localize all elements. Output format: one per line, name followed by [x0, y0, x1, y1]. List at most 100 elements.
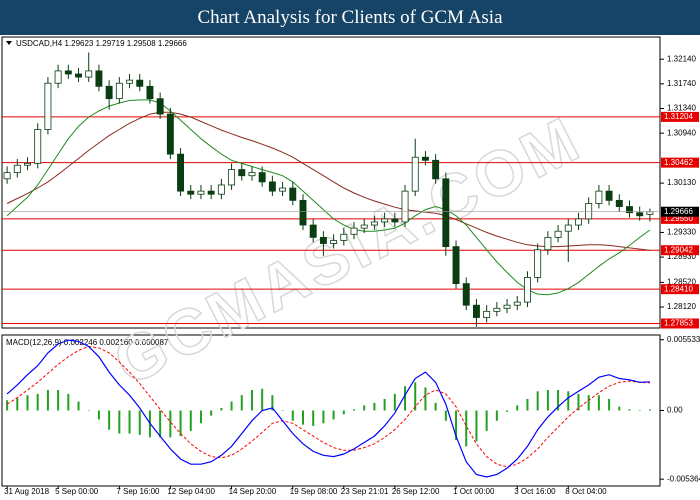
candle-body: [177, 153, 185, 192]
fast-ma-line: [6, 99, 651, 296]
histogram-bar: [618, 406, 621, 411]
candle-body: [207, 190, 215, 195]
candle-body: [268, 181, 276, 192]
histogram-bar: [434, 402, 437, 411]
candle-body: [238, 169, 246, 177]
histogram-bar: [506, 410, 509, 412]
histogram-bar: [16, 397, 19, 411]
histogram-bar: [118, 410, 121, 434]
y-tick-label: 1.30130: [667, 178, 696, 187]
candle-body: [391, 218, 399, 223]
histogram-bar: [230, 401, 233, 411]
x-tick-label: 23 Sep 21:01: [341, 487, 389, 496]
y-tick-label: 0.00: [667, 406, 683, 415]
histogram-bar: [312, 410, 315, 426]
candle-body: [136, 79, 144, 87]
x-tick-label: 31 Aug 2018: [4, 487, 49, 496]
candle-body: [564, 224, 572, 232]
histogram-bar: [567, 391, 570, 411]
candle-body: [493, 307, 501, 312]
title-bar: Chart Analysis for Clients of GCM Asia: [0, 0, 700, 35]
candle-body: [432, 159, 440, 180]
candle-body: [126, 79, 134, 84]
y-tick-label: 1.29330: [667, 228, 696, 237]
histogram-bar: [220, 407, 223, 411]
y-tick-label: 1.28930: [667, 252, 696, 261]
level-label: 1.30462: [664, 158, 693, 167]
histogram-bar: [363, 405, 366, 411]
level-label: 1.31204: [664, 112, 693, 121]
candle-body: [105, 85, 113, 100]
histogram-bar: [536, 391, 539, 411]
macd-info: MACD(12,26,9) 0.002246 0.002160 0.000087: [6, 338, 169, 347]
x-tick-label: 8 Oct 04:00: [565, 487, 607, 496]
histogram-bar: [587, 395, 590, 411]
histogram-bar: [485, 410, 488, 431]
level-label: 1.29042: [664, 245, 693, 254]
y-tick-label: 0.005533: [667, 335, 700, 344]
x-tick-label: 1 Oct 00:00: [453, 487, 495, 496]
candle-body: [381, 218, 389, 223]
candle-body: [554, 230, 562, 238]
histogram-bar: [444, 410, 447, 421]
histogram-bar: [526, 398, 529, 411]
histogram-bar: [67, 393, 70, 411]
histogram-bar: [291, 410, 294, 421]
slow-ma-line: [6, 111, 650, 251]
histogram-bar: [608, 398, 611, 411]
candle-body: [166, 113, 174, 155]
candle-body: [585, 203, 593, 220]
candle-body: [534, 249, 542, 278]
histogram-bar: [301, 410, 304, 425]
histogram-bar: [342, 410, 345, 415]
histogram-bar: [36, 393, 39, 411]
candle-body: [319, 236, 327, 244]
histogram-bar: [332, 410, 335, 420]
candle-body: [483, 310, 491, 318]
histogram-bar: [495, 410, 498, 421]
candle-body: [64, 70, 72, 75]
candle-body: [24, 162, 31, 166]
x-tick-label: 19 Sep 08:00: [290, 487, 338, 496]
candle-body: [54, 70, 62, 84]
histogram-bar: [465, 410, 468, 447]
histogram-bar: [87, 410, 90, 411]
histogram-bar: [97, 410, 100, 420]
candle-body: [85, 70, 93, 78]
candle-body: [575, 218, 582, 226]
histogram-bar: [414, 382, 417, 411]
page-title: Chart Analysis for Clients of GCM Asia: [197, 7, 503, 28]
candle-body: [411, 156, 419, 192]
histogram-bar: [128, 410, 131, 434]
candle-body: [330, 240, 338, 244]
candle-body: [462, 283, 470, 306]
histogram-bar: [577, 393, 580, 411]
candle-body: [75, 73, 82, 78]
candle-body: [595, 190, 603, 204]
candle-body: [442, 178, 450, 248]
level-label: 1.27853: [664, 319, 693, 328]
x-tick-label: 12 Sep 04:00: [167, 487, 215, 496]
histogram-bar: [159, 410, 162, 438]
candle-body: [197, 190, 205, 195]
candle-body: [513, 301, 521, 306]
histogram-bar: [46, 390, 49, 411]
candle-body: [217, 184, 225, 195]
y-tick-label: 1.31740: [667, 79, 696, 88]
price-panel: [1, 36, 661, 329]
histogram-bar: [383, 398, 386, 411]
histogram-bar: [179, 410, 182, 437]
y-tick-label: 1.30940: [667, 128, 696, 137]
candle-body: [146, 85, 154, 100]
histogram-bar: [108, 410, 111, 430]
candle-body: [13, 164, 21, 174]
candle-body: [605, 190, 613, 201]
histogram-bar: [240, 395, 243, 411]
x-tick-label: 7 Sep 16:00: [116, 487, 160, 496]
level-tag: [661, 157, 699, 168]
candle-body: [452, 246, 460, 285]
y-tick-label: 1.28520: [667, 277, 696, 286]
candle-body: [370, 221, 378, 226]
candle-body: [309, 224, 317, 238]
